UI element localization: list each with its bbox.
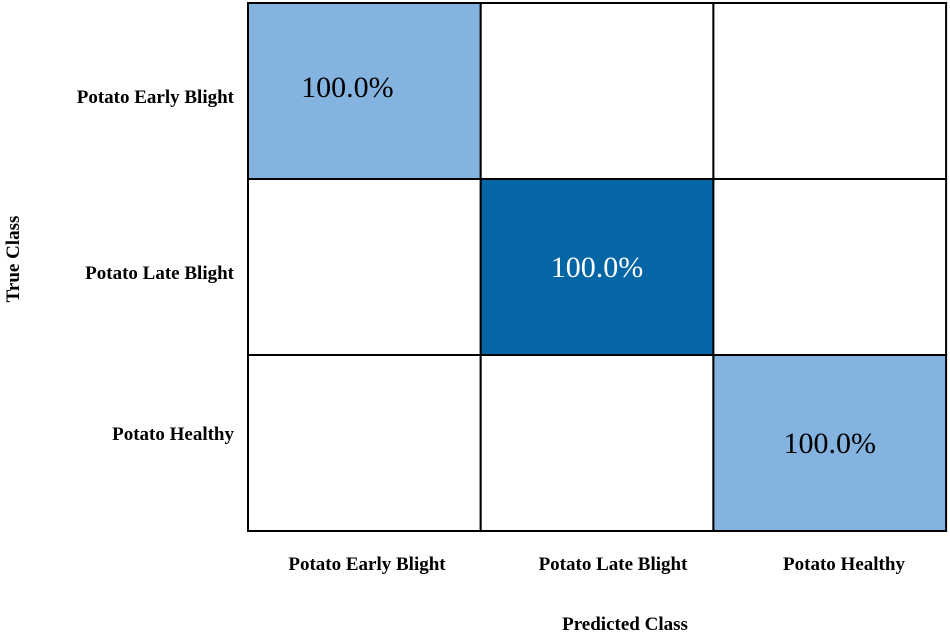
matrix-cell-values: 100.0% 100.0% 100.0% <box>301 71 876 460</box>
matrix-cell-r2-c3 <box>712 178 948 356</box>
true-class-tick-labels: Potato Early Blight Potato Late Blight Pot… <box>77 87 235 445</box>
row-label-potato-late-blight: Potato Late Blight <box>85 263 234 284</box>
x-axis-label: Predicted Class <box>562 614 688 635</box>
matrix-cell-r2-c1 <box>247 178 482 356</box>
matrix-cell-r1-c3 <box>712 2 948 180</box>
cell-value-r2-c2: 100.0% <box>551 251 644 284</box>
col-label-potato-healthy: Potato Healthy <box>783 554 905 575</box>
cell-value-r1-c1: 100.0% <box>301 71 394 104</box>
matrix-cell-r3-c1 <box>247 354 482 532</box>
row-label-potato-early-blight: Potato Early Blight <box>77 87 235 108</box>
col-label-potato-late-blight: Potato Late Blight <box>539 554 688 575</box>
col-label-potato-early-blight: Potato Early Blight <box>288 554 446 575</box>
matrix-cell-r2-c2 <box>479 178 715 356</box>
matrix-cell-r3-c2 <box>479 354 715 532</box>
predicted-class-tick-labels: Potato Early Blight Potato Late Blight Pot… <box>288 554 905 575</box>
matrix-cell-r1-c1 <box>247 2 482 180</box>
matrix-cells <box>247 2 948 532</box>
row-label-potato-healthy: Potato Healthy <box>112 424 234 445</box>
cell-value-r3-c3: 100.0% <box>784 427 877 460</box>
matrix-cell-r3-c3 <box>712 354 948 532</box>
matrix-cell-r1-c2 <box>479 2 715 180</box>
y-axis-label: True Class <box>3 216 24 303</box>
